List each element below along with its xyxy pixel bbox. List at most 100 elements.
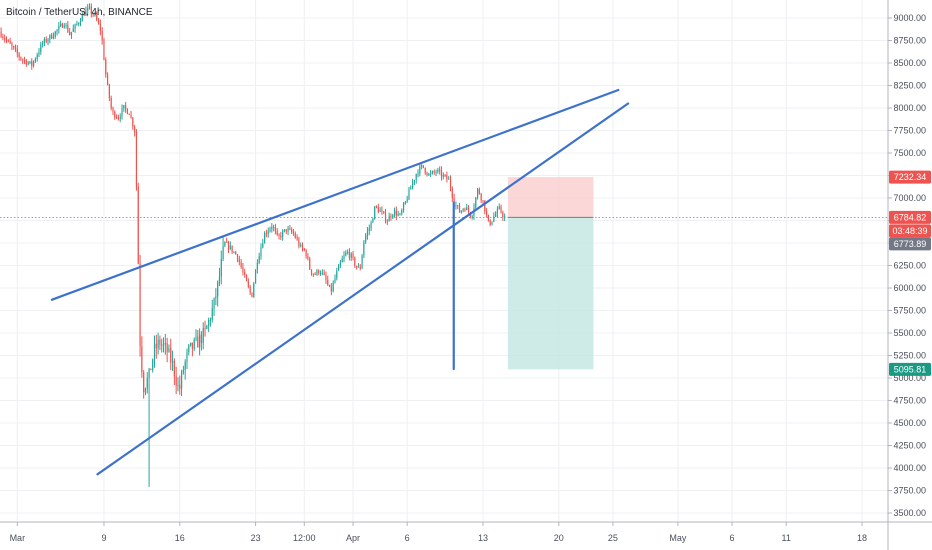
candle-body xyxy=(487,214,489,221)
candle-body xyxy=(493,216,495,222)
candle-body xyxy=(444,174,446,176)
candle-body xyxy=(193,339,195,349)
candle-body xyxy=(209,319,212,321)
candle-body xyxy=(229,245,231,249)
candle-body xyxy=(245,275,248,282)
candle-body xyxy=(397,214,399,216)
candle-body xyxy=(354,257,356,266)
candle-body xyxy=(43,38,45,44)
candle-body xyxy=(173,360,175,377)
candle-body xyxy=(249,286,251,293)
candle-body xyxy=(310,269,313,274)
candle-body xyxy=(439,169,441,171)
candle-body xyxy=(148,368,150,379)
candle-body xyxy=(45,38,47,42)
candle-body xyxy=(471,215,473,217)
y-tick-label: 7750.00 xyxy=(893,126,926,136)
candle-body xyxy=(117,117,119,119)
candle-body xyxy=(217,281,219,297)
candle-body xyxy=(366,230,369,236)
candle-body xyxy=(347,251,349,253)
candle-body xyxy=(204,328,206,330)
price-tags: 7232.34 6784.82 03:48:39 6773.89 5095.81 xyxy=(889,170,931,376)
candle-body xyxy=(40,44,42,53)
candle-body xyxy=(88,6,91,8)
candle-body xyxy=(476,189,479,198)
candle-body xyxy=(60,23,62,26)
candle-body xyxy=(20,57,22,60)
trendlines[interactable] xyxy=(50,88,630,476)
candle-body xyxy=(153,343,156,360)
candle-body xyxy=(164,342,166,345)
x-tick-label: Apr xyxy=(346,533,360,543)
candle-body xyxy=(236,254,239,260)
candle-body xyxy=(263,233,266,244)
candle-body xyxy=(464,209,466,211)
candle-body xyxy=(267,231,269,234)
y-tick-label: 4000.00 xyxy=(893,463,926,473)
candle-body xyxy=(25,60,27,65)
candle-body xyxy=(233,251,235,253)
candle-body xyxy=(206,325,208,329)
x-tick-label: Mar xyxy=(10,533,26,543)
candle-body xyxy=(292,232,295,234)
price-tag-label: 7232.34 xyxy=(894,172,927,182)
candle-body xyxy=(372,218,374,223)
candle-body xyxy=(79,21,82,24)
candle-body xyxy=(202,328,204,343)
candle-body xyxy=(298,239,300,247)
trendline[interactable] xyxy=(50,88,620,301)
candle-body xyxy=(238,259,240,263)
candle-body xyxy=(374,206,376,219)
candle-body xyxy=(130,114,132,118)
candle-body xyxy=(155,343,157,349)
candle-body xyxy=(179,384,181,389)
candle-body xyxy=(437,169,439,173)
trendline[interactable] xyxy=(96,102,630,476)
candle-body xyxy=(128,113,130,115)
candle-body xyxy=(16,49,18,54)
candle-body xyxy=(467,207,470,213)
candle-body xyxy=(166,342,168,352)
position-tool[interactable] xyxy=(0,177,888,370)
candle-body xyxy=(359,266,361,269)
candle-body xyxy=(184,361,186,371)
candle-body xyxy=(119,116,121,119)
candle-body xyxy=(370,222,372,229)
candle-body xyxy=(361,255,363,269)
candle-body xyxy=(377,207,379,212)
candle-body xyxy=(51,34,53,39)
candle-body xyxy=(208,320,210,326)
candle-body xyxy=(271,226,273,229)
candle-body xyxy=(135,132,138,188)
price-tag-label: 6773.89 xyxy=(894,239,927,249)
candle-body xyxy=(433,171,435,173)
price-tag-box xyxy=(889,170,931,184)
candle-body xyxy=(244,271,246,276)
candle-body xyxy=(413,180,415,183)
candle-body xyxy=(337,265,340,271)
candle-body xyxy=(182,370,184,373)
candle-body xyxy=(258,256,260,263)
candle-body xyxy=(222,246,224,259)
candle-body xyxy=(191,342,193,349)
candle-body xyxy=(5,39,8,41)
price-tag-box xyxy=(889,210,931,224)
candle-body xyxy=(112,108,114,112)
candle-body xyxy=(139,263,141,347)
candle-body xyxy=(392,215,394,218)
candle-body xyxy=(63,25,65,28)
candle-body xyxy=(431,171,434,174)
candle-body xyxy=(466,207,468,211)
candle-body xyxy=(126,108,129,114)
candle-body xyxy=(18,53,20,58)
candle-body xyxy=(92,13,94,16)
candle-body xyxy=(114,111,116,118)
candle-body xyxy=(341,258,343,263)
candle-body xyxy=(504,216,506,218)
candle-body xyxy=(134,126,136,133)
candle-body xyxy=(254,269,257,284)
x-tick-label: 25 xyxy=(608,533,618,543)
